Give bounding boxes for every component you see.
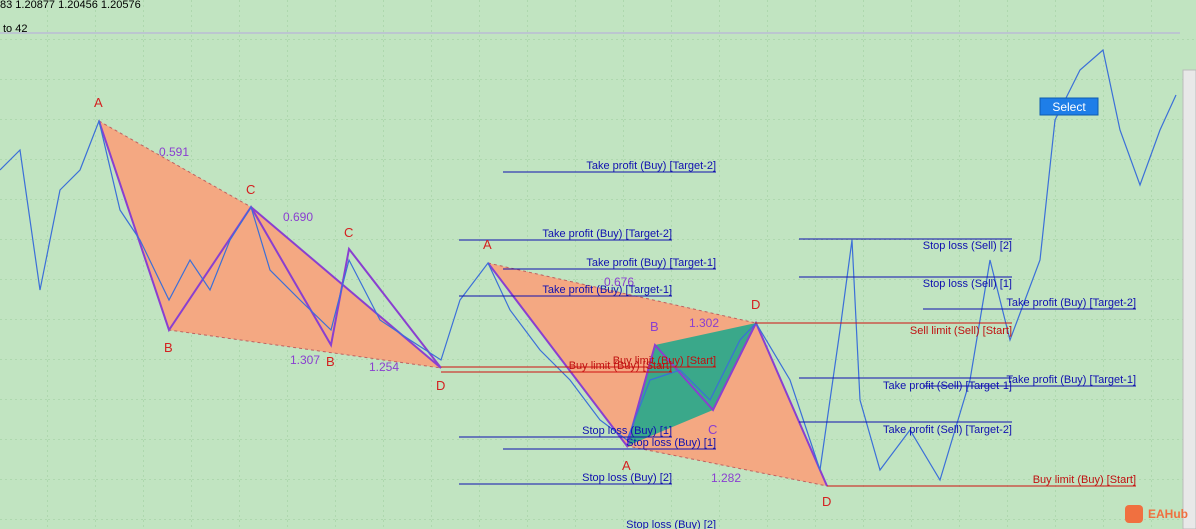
level-label: Stop loss (Buy) [2] [626,519,716,529]
scrollbar [1182,69,1196,529]
ratio: 1.254 [369,360,399,374]
level-label: Stop loss (Sell) [2] [923,240,1012,252]
button-bg[interactable] [1039,97,1099,116]
point-label: D [822,494,831,509]
ratio: 0.591 [159,145,189,159]
watermark: EAHub [1125,505,1188,523]
patterns [98,119,828,487]
point-label: A [622,458,631,473]
zigzag [250,206,442,369]
level-label: Take profit (Buy) [Target-2] [1006,297,1136,309]
level-label: Buy limit (Buy) [Start] [569,360,672,372]
level-label: Stop loss (Sell) [1] [923,278,1012,290]
watermark-text: EAHub [1148,507,1188,521]
zigzag [487,262,828,487]
level-label: Take profit (Buy) [Target-1] [1006,374,1136,386]
button-label[interactable]: Select [1052,100,1086,114]
point-label: B [164,340,173,355]
level-label: Stop loss (Buy) [1] [626,437,716,449]
ratio: 1.282 [711,471,741,485]
level-lines [441,171,1136,487]
level-label: Stop loss (Buy) [2] [582,472,672,484]
point-label: C [708,422,717,437]
level-label: Take profit (Buy) [Target-2] [542,228,672,240]
zigzag [98,120,442,369]
ratio: 1.302 [689,316,719,330]
header-range: to 42 [3,23,27,35]
ratio: 0.676 [604,275,634,289]
level-label: Take profit (Sell) [Target-1] [883,380,1012,392]
point-label: C [344,225,353,240]
level-label: Buy limit (Buy) [Start] [1033,474,1136,486]
level-labels: Take profit (Buy) [Target-2] Take profit… [542,160,1136,529]
ratios: 0.591 0.690 1.307 1.254 0.676 1.302 1.28… [159,145,741,485]
ratio: 1.307 [290,353,320,367]
level-label: Stop loss (Buy) [1] [582,425,672,437]
level-label: Sell limit (Sell) [Start] [910,325,1012,337]
watermark-icon [1125,505,1143,523]
point-label: D [436,378,445,393]
header-quote: 83 1.20877 1.20456 1.20576 [0,0,141,11]
level-label: Take profit (Buy) [Target-2] [586,160,716,172]
level-label: Take profit (Sell) [Target-2] [883,424,1012,436]
level-label: Buy limit (Buy) [Start] [613,355,716,367]
level-label: Take profit (Buy) [Target-1] [586,257,716,269]
level-label: Take profit (Buy) [Target-1] [542,284,672,296]
price-line [0,48,1177,482]
point-label: D [751,297,760,312]
ratio: 0.690 [283,210,313,224]
select-button[interactable]: Select [1039,97,1099,116]
point-label: A [483,237,492,252]
pattern-labels: A B C B C D A B C A D D [94,95,831,509]
point-label: B [650,319,659,334]
point-label: B [326,354,335,369]
point-label: A [94,95,103,110]
point-label: C [246,182,255,197]
